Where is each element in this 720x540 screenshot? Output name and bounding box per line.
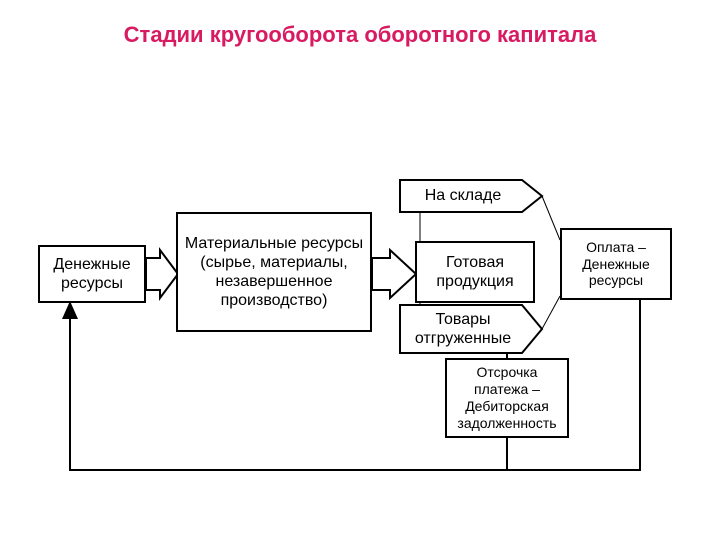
node-payment: Оплата – Денежные ресурсы — [560, 228, 672, 300]
edge-instock-payment — [542, 196, 560, 240]
arrow-money-to-materials — [146, 250, 178, 298]
diagram-canvas: payment (short line into payment box) --… — [0, 0, 720, 540]
node-shipped-label: Товары отгруженные — [404, 310, 522, 348]
node-shipped: Товары отгруженные — [404, 305, 522, 353]
node-payment-label: Оплата – Денежные ресурсы — [566, 239, 666, 289]
arrow-materials-to-finished — [372, 250, 416, 298]
node-in-stock: На складе — [404, 180, 522, 212]
node-material-resources: Материальные ресурсы (сырье, материалы, … — [176, 212, 372, 332]
node-money-resources: Денежные ресурсы — [38, 245, 146, 303]
node-delay: Отсрочка платежа – Дебиторская задолженн… — [445, 358, 569, 438]
node-delay-label: Отсрочка платежа – Дебиторская задолженн… — [451, 364, 563, 431]
node-finished-goods: Готовая продукция — [415, 241, 535, 303]
node-in-stock-label: На складе — [425, 186, 502, 205]
node-money-resources-label: Денежные ресурсы — [44, 255, 140, 293]
node-finished-goods-label: Готовая продукция — [421, 253, 529, 291]
edge-shipped-payment — [542, 296, 560, 329]
node-material-resources-label: Материальные ресурсы (сырье, материалы, … — [182, 234, 366, 311]
